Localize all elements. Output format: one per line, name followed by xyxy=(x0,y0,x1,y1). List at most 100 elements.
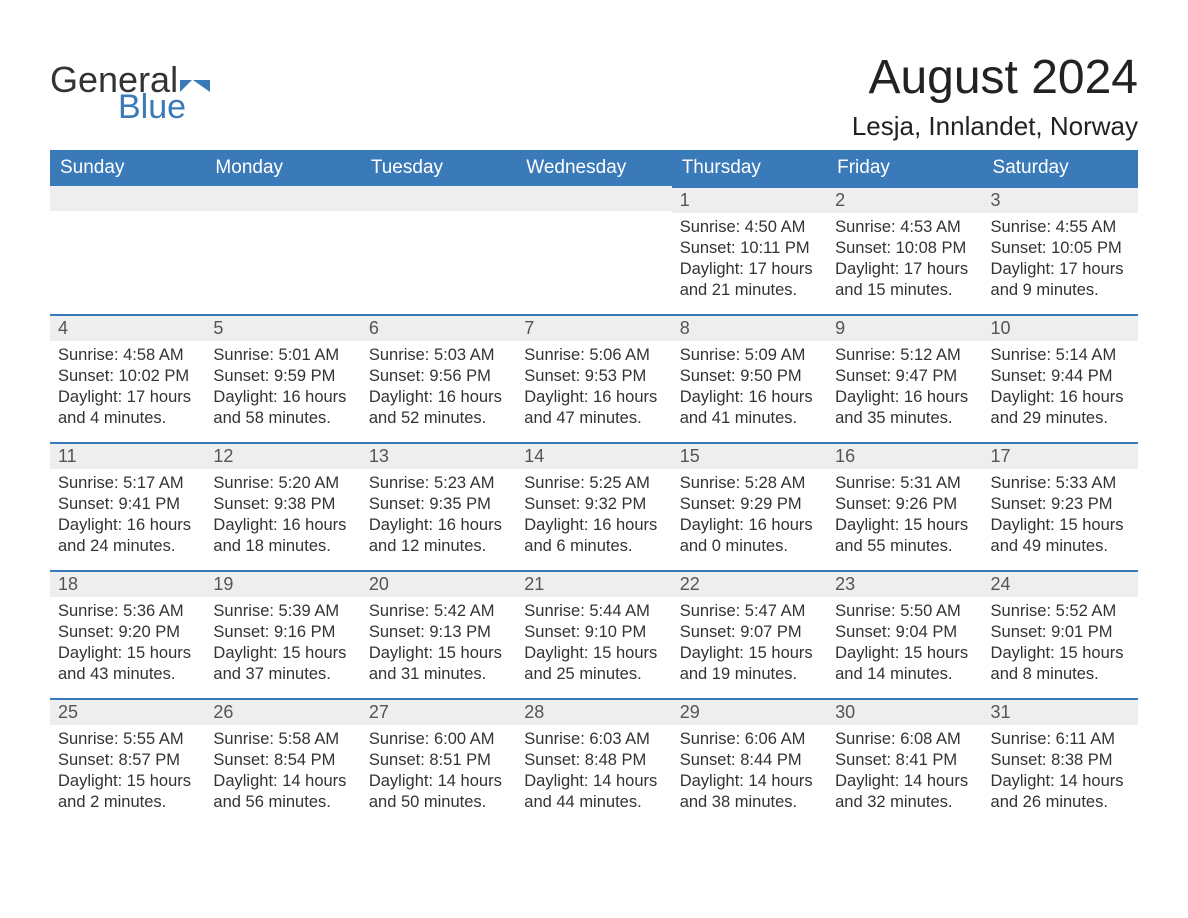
sunset-text: Sunset: 9:44 PM xyxy=(991,366,1130,387)
day-number: 19 xyxy=(205,570,360,597)
sunrise-text: Sunrise: 5:39 AM xyxy=(213,601,352,622)
calendar-day-cell: 12Sunrise: 5:20 AMSunset: 9:38 PMDayligh… xyxy=(205,442,360,570)
sunrise-text: Sunrise: 5:50 AM xyxy=(835,601,974,622)
calendar-day-cell: 6Sunrise: 5:03 AMSunset: 9:56 PMDaylight… xyxy=(361,314,516,442)
day-details: Sunrise: 5:36 AMSunset: 9:20 PMDaylight:… xyxy=(50,597,205,691)
day-details: Sunrise: 6:11 AMSunset: 8:38 PMDaylight:… xyxy=(983,725,1138,819)
sunrise-text: Sunrise: 4:53 AM xyxy=(835,217,974,238)
daylight-text: Daylight: 16 hours and 41 minutes. xyxy=(680,387,819,429)
day-details: Sunrise: 4:55 AMSunset: 10:05 PMDaylight… xyxy=(983,213,1138,307)
daylight-text: Daylight: 15 hours and 37 minutes. xyxy=(213,643,352,685)
sunset-text: Sunset: 9:47 PM xyxy=(835,366,974,387)
calendar-week-row: 25Sunrise: 5:55 AMSunset: 8:57 PMDayligh… xyxy=(50,698,1138,826)
daylight-text: Daylight: 14 hours and 26 minutes. xyxy=(991,771,1130,813)
day-number: 28 xyxy=(516,698,671,725)
day-details: Sunrise: 6:00 AMSunset: 8:51 PMDaylight:… xyxy=(361,725,516,819)
day-number: 12 xyxy=(205,442,360,469)
daylight-text: Daylight: 16 hours and 35 minutes. xyxy=(835,387,974,429)
day-details: Sunrise: 5:47 AMSunset: 9:07 PMDaylight:… xyxy=(672,597,827,691)
sunrise-text: Sunrise: 5:20 AM xyxy=(213,473,352,494)
sunrise-text: Sunrise: 6:08 AM xyxy=(835,729,974,750)
day-number: 16 xyxy=(827,442,982,469)
daylight-text: Daylight: 14 hours and 32 minutes. xyxy=(835,771,974,813)
day-number: 30 xyxy=(827,698,982,725)
sunrise-text: Sunrise: 4:50 AM xyxy=(680,217,819,238)
calendar-day-cell: 8Sunrise: 5:09 AMSunset: 9:50 PMDaylight… xyxy=(672,314,827,442)
daylight-text: Daylight: 15 hours and 25 minutes. xyxy=(524,643,663,685)
calendar-day-cell: 4Sunrise: 4:58 AMSunset: 10:02 PMDayligh… xyxy=(50,314,205,442)
calendar-week-row: 1Sunrise: 4:50 AMSunset: 10:11 PMDayligh… xyxy=(50,186,1138,314)
calendar-day-cell: 5Sunrise: 5:01 AMSunset: 9:59 PMDaylight… xyxy=(205,314,360,442)
day-number: 10 xyxy=(983,314,1138,341)
sunset-text: Sunset: 9:59 PM xyxy=(213,366,352,387)
daylight-text: Daylight: 16 hours and 47 minutes. xyxy=(524,387,663,429)
daylight-text: Daylight: 15 hours and 19 minutes. xyxy=(680,643,819,685)
calendar-day-cell: 16Sunrise: 5:31 AMSunset: 9:26 PMDayligh… xyxy=(827,442,982,570)
calendar-day-cell: 10Sunrise: 5:14 AMSunset: 9:44 PMDayligh… xyxy=(983,314,1138,442)
calendar-day-cell: 19Sunrise: 5:39 AMSunset: 9:16 PMDayligh… xyxy=(205,570,360,698)
calendar-day-cell: 22Sunrise: 5:47 AMSunset: 9:07 PMDayligh… xyxy=(672,570,827,698)
daylight-text: Daylight: 16 hours and 18 minutes. xyxy=(213,515,352,557)
sunset-text: Sunset: 8:57 PM xyxy=(58,750,197,771)
day-details: Sunrise: 6:08 AMSunset: 8:41 PMDaylight:… xyxy=(827,725,982,819)
sunrise-text: Sunrise: 6:03 AM xyxy=(524,729,663,750)
sunset-text: Sunset: 9:35 PM xyxy=(369,494,508,515)
calendar-week-row: 18Sunrise: 5:36 AMSunset: 9:20 PMDayligh… xyxy=(50,570,1138,698)
day-number: 29 xyxy=(672,698,827,725)
daylight-text: Daylight: 16 hours and 0 minutes. xyxy=(680,515,819,557)
day-details: Sunrise: 5:52 AMSunset: 9:01 PMDaylight:… xyxy=(983,597,1138,691)
daylight-text: Daylight: 17 hours and 15 minutes. xyxy=(835,259,974,301)
sunset-text: Sunset: 9:41 PM xyxy=(58,494,197,515)
sunset-text: Sunset: 9:26 PM xyxy=(835,494,974,515)
day-number: 27 xyxy=(361,698,516,725)
daylight-text: Daylight: 15 hours and 43 minutes. xyxy=(58,643,197,685)
day-details: Sunrise: 5:25 AMSunset: 9:32 PMDaylight:… xyxy=(516,469,671,563)
calendar-day-cell: 26Sunrise: 5:58 AMSunset: 8:54 PMDayligh… xyxy=(205,698,360,826)
sunrise-text: Sunrise: 5:44 AM xyxy=(524,601,663,622)
sunset-text: Sunset: 8:38 PM xyxy=(991,750,1130,771)
sunset-text: Sunset: 10:08 PM xyxy=(835,238,974,259)
day-details: Sunrise: 5:09 AMSunset: 9:50 PMDaylight:… xyxy=(672,341,827,435)
calendar-day-cell: 9Sunrise: 5:12 AMSunset: 9:47 PMDaylight… xyxy=(827,314,982,442)
sunset-text: Sunset: 9:23 PM xyxy=(991,494,1130,515)
sunset-text: Sunset: 8:44 PM xyxy=(680,750,819,771)
sunset-text: Sunset: 9:32 PM xyxy=(524,494,663,515)
sunset-text: Sunset: 8:54 PM xyxy=(213,750,352,771)
weekday-header-row: Sunday Monday Tuesday Wednesday Thursday… xyxy=(50,150,1138,186)
calendar-day-cell: 23Sunrise: 5:50 AMSunset: 9:04 PMDayligh… xyxy=(827,570,982,698)
sunrise-text: Sunrise: 5:47 AM xyxy=(680,601,819,622)
daylight-text: Daylight: 14 hours and 50 minutes. xyxy=(369,771,508,813)
sunrise-text: Sunrise: 6:00 AM xyxy=(369,729,508,750)
sunrise-text: Sunrise: 5:23 AM xyxy=(369,473,508,494)
day-number xyxy=(50,186,205,211)
sunrise-text: Sunrise: 5:52 AM xyxy=(991,601,1130,622)
day-details: Sunrise: 5:42 AMSunset: 9:13 PMDaylight:… xyxy=(361,597,516,691)
daylight-text: Daylight: 17 hours and 4 minutes. xyxy=(58,387,197,429)
sunset-text: Sunset: 9:20 PM xyxy=(58,622,197,643)
day-number: 17 xyxy=(983,442,1138,469)
day-number: 6 xyxy=(361,314,516,341)
sunrise-text: Sunrise: 5:36 AM xyxy=(58,601,197,622)
calendar-day-cell: 2Sunrise: 4:53 AMSunset: 10:08 PMDayligh… xyxy=(827,186,982,314)
day-number: 31 xyxy=(983,698,1138,725)
day-details: Sunrise: 5:28 AMSunset: 9:29 PMDaylight:… xyxy=(672,469,827,563)
sunset-text: Sunset: 8:48 PM xyxy=(524,750,663,771)
sunrise-text: Sunrise: 5:31 AM xyxy=(835,473,974,494)
calendar-day-cell: 13Sunrise: 5:23 AMSunset: 9:35 PMDayligh… xyxy=(361,442,516,570)
daylight-text: Daylight: 16 hours and 58 minutes. xyxy=(213,387,352,429)
daylight-text: Daylight: 15 hours and 14 minutes. xyxy=(835,643,974,685)
calendar-table: Sunday Monday Tuesday Wednesday Thursday… xyxy=(50,150,1138,826)
day-number: 26 xyxy=(205,698,360,725)
sunrise-text: Sunrise: 5:25 AM xyxy=(524,473,663,494)
calendar-body: 1Sunrise: 4:50 AMSunset: 10:11 PMDayligh… xyxy=(50,186,1138,826)
calendar-day-cell: 18Sunrise: 5:36 AMSunset: 9:20 PMDayligh… xyxy=(50,570,205,698)
daylight-text: Daylight: 16 hours and 6 minutes. xyxy=(524,515,663,557)
calendar-day-cell: 15Sunrise: 5:28 AMSunset: 9:29 PMDayligh… xyxy=(672,442,827,570)
calendar-day-cell: 24Sunrise: 5:52 AMSunset: 9:01 PMDayligh… xyxy=(983,570,1138,698)
sunset-text: Sunset: 9:13 PM xyxy=(369,622,508,643)
day-details: Sunrise: 5:39 AMSunset: 9:16 PMDaylight:… xyxy=(205,597,360,691)
day-details: Sunrise: 5:20 AMSunset: 9:38 PMDaylight:… xyxy=(205,469,360,563)
calendar-day-cell: 14Sunrise: 5:25 AMSunset: 9:32 PMDayligh… xyxy=(516,442,671,570)
weekday-header: Friday xyxy=(827,150,982,186)
sunrise-text: Sunrise: 6:11 AM xyxy=(991,729,1130,750)
